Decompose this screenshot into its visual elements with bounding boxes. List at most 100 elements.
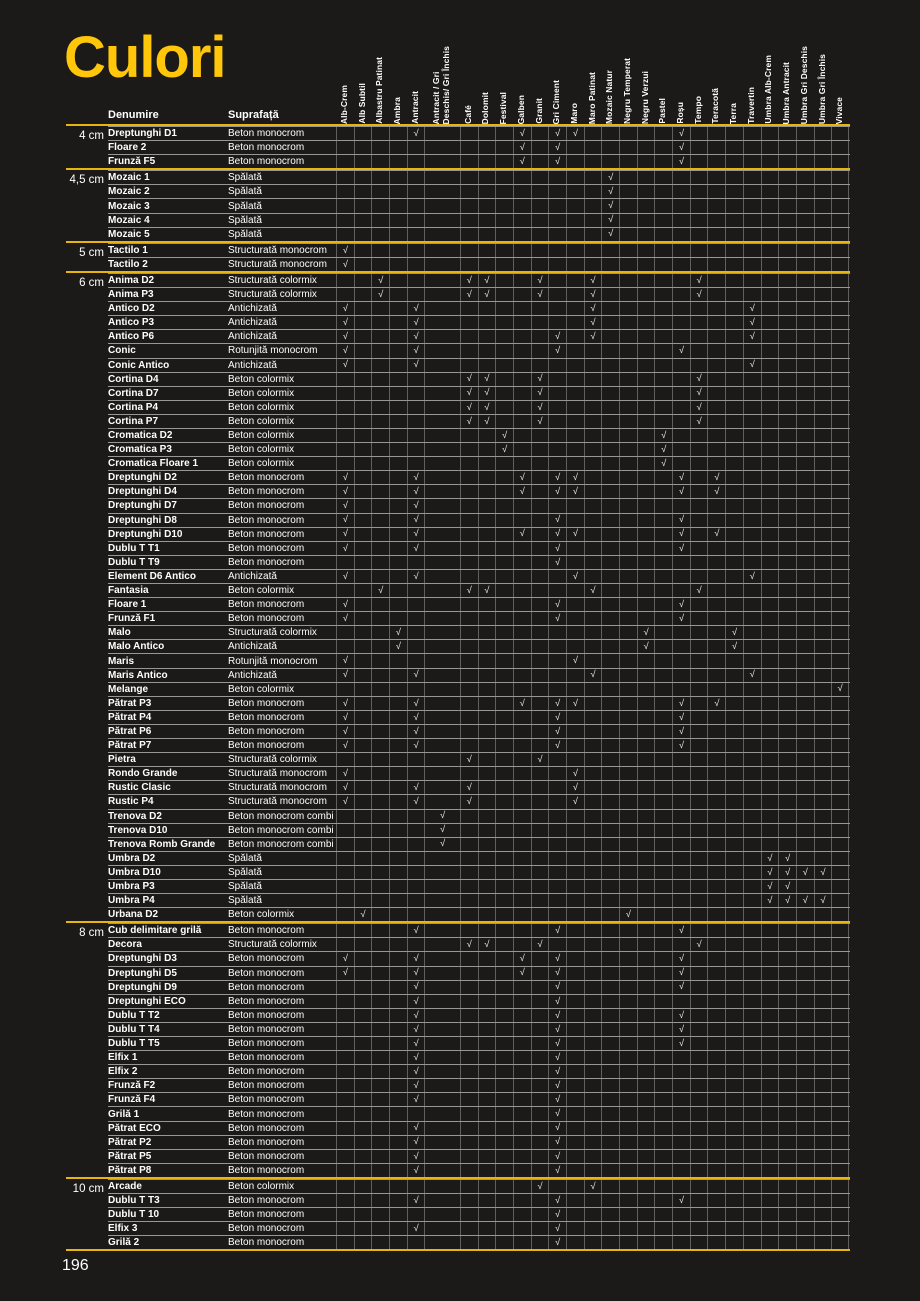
check-cell xyxy=(795,966,814,980)
check-cell xyxy=(424,710,459,724)
size-column-cell xyxy=(66,1078,108,1092)
check-icon: √ xyxy=(519,953,525,965)
check-icon: √ xyxy=(413,514,419,526)
check-cell xyxy=(725,584,743,598)
check-cell xyxy=(583,141,602,155)
check-icon: √ xyxy=(678,542,685,554)
check-cell xyxy=(813,372,832,386)
check-cell xyxy=(353,288,372,302)
column-label-text: Teracotă xyxy=(710,88,721,124)
check-cell xyxy=(565,1107,584,1121)
check-cell xyxy=(654,753,672,767)
check-cell xyxy=(336,288,354,302)
product-row: Umbra D10 Spălată √ √ √ √ xyxy=(66,864,850,879)
check-cell xyxy=(725,141,743,155)
check-cell xyxy=(548,499,566,513)
check-cell xyxy=(778,809,796,823)
size-column-cell xyxy=(66,696,108,710)
check-cell: √ xyxy=(406,1093,425,1107)
check-cell: √ xyxy=(565,569,584,583)
check-cell xyxy=(565,302,584,316)
check-cell xyxy=(795,612,814,626)
check-cell: √ xyxy=(548,612,566,626)
color-cells: √ √ √ √ xyxy=(336,938,849,952)
check-cell xyxy=(813,213,832,227)
check-cell xyxy=(548,288,566,302)
product-row-content: Dreptunghi D5 Beton monocrom √ √ √ √ √ xyxy=(108,965,850,980)
check-icon: √ xyxy=(440,838,446,850)
check-cell: √ xyxy=(672,696,690,710)
check-cell xyxy=(672,302,690,316)
check-cell xyxy=(583,1135,602,1149)
check-cell xyxy=(371,485,389,499)
check-icon: √ xyxy=(555,953,561,965)
product-name: Maris Antico xyxy=(108,669,168,681)
check-cell: √ xyxy=(672,527,690,541)
product-surface: Beton monocrom xyxy=(228,1080,305,1092)
check-cell: √ xyxy=(689,938,708,952)
check-cell xyxy=(565,541,584,555)
check-icon: √ xyxy=(837,683,843,695)
check-cell xyxy=(619,273,637,288)
product-name: Dublu T T3 xyxy=(108,1195,160,1207)
check-cell xyxy=(495,682,513,696)
check-cell xyxy=(795,598,814,612)
product-surface: Structurată colormix xyxy=(228,754,317,766)
check-cell xyxy=(459,612,478,626)
check-cell xyxy=(371,1208,389,1222)
check-cell xyxy=(795,1236,814,1250)
check-cell xyxy=(636,541,655,555)
color-cells: √ √ √ √ xyxy=(336,865,849,879)
check-cell xyxy=(512,823,531,837)
check-cell xyxy=(371,1051,389,1065)
check-cell xyxy=(636,302,655,316)
check-cell xyxy=(336,584,354,598)
check-cell xyxy=(689,1222,708,1236)
check-cell xyxy=(495,485,513,499)
check-cell xyxy=(389,682,407,696)
check-cell xyxy=(389,344,407,358)
check-cell xyxy=(778,823,796,837)
product-name: Cub delimitare grilă xyxy=(108,925,202,937)
check-cell xyxy=(601,809,619,823)
check-cell xyxy=(459,141,478,155)
product-name: Antico P3 xyxy=(108,317,155,329)
check-cell xyxy=(371,171,389,185)
check-cell: √ xyxy=(406,739,425,753)
product-row: Anima D2 Structurată colormix √ √ √ √ √ √ xyxy=(66,272,850,288)
product-name: Elfix 3 xyxy=(108,1223,138,1235)
check-cell xyxy=(760,386,779,400)
check-cell xyxy=(778,598,796,612)
check-cell xyxy=(778,171,796,185)
check-cell xyxy=(831,795,849,809)
check-cell xyxy=(371,1135,389,1149)
check-cell xyxy=(689,837,708,851)
check-cell xyxy=(530,865,549,879)
check-cell xyxy=(565,1236,584,1250)
check-cell: √ xyxy=(548,1149,566,1163)
column-label-gri-ciment: Gri Ciment xyxy=(548,80,566,124)
check-cell xyxy=(654,1079,672,1093)
check-icon: √ xyxy=(413,739,419,751)
check-cell xyxy=(459,213,478,227)
size-column-cell xyxy=(66,583,108,597)
check-cell xyxy=(371,654,389,668)
check-cell xyxy=(459,330,478,344)
check-icon: √ xyxy=(413,500,419,512)
check-cell xyxy=(707,724,725,739)
column-label-umbra-gri-nchis: Umbra Gri Închis xyxy=(814,54,832,124)
check-icon: √ xyxy=(572,768,578,780)
check-icon: √ xyxy=(714,528,720,540)
check-cell xyxy=(459,316,478,330)
check-icon: √ xyxy=(696,387,702,399)
check-cell: √ xyxy=(672,598,690,612)
check-cell xyxy=(813,227,832,241)
size-column-cell xyxy=(66,1064,108,1078)
check-cell xyxy=(742,1149,761,1163)
product-row: Dreptunghi D5 Beton monocrom √ √ √ √ √ xyxy=(66,965,850,980)
check-cell xyxy=(725,199,743,213)
check-cell xyxy=(778,584,796,598)
check-cell xyxy=(477,696,496,710)
check-cell xyxy=(778,1051,796,1065)
product-surface: Beton monocrom xyxy=(228,1195,305,1207)
